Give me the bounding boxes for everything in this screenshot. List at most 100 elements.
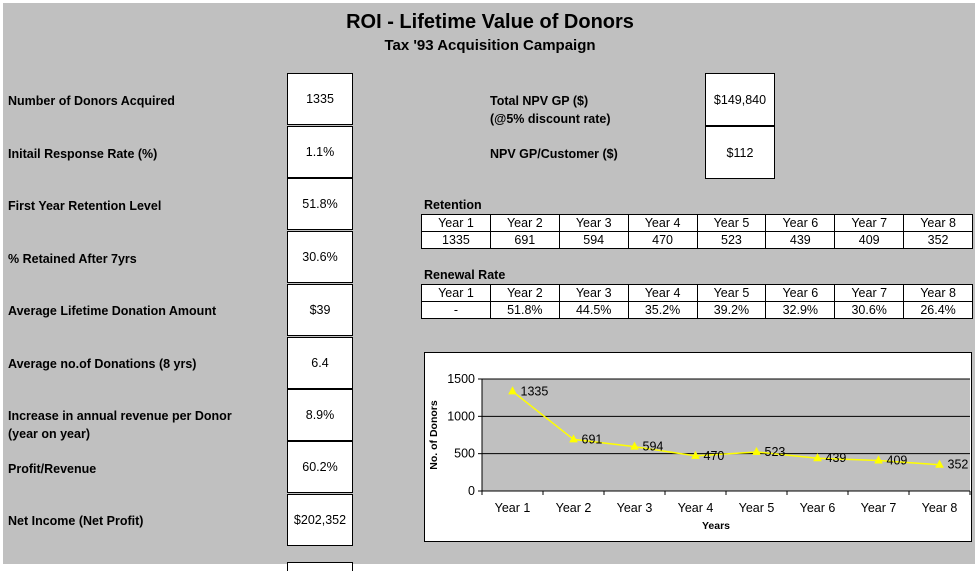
renewal-year-cell[interactable]: Year 8 <box>903 284 973 302</box>
metric-label-revenue-increase-line1: Increase in annual revenue per Donor <box>8 409 232 423</box>
npv-per-customer-value[interactable]: $112 <box>705 126 775 179</box>
renewal-table: Year 1 Year 2 Year 3 Year 4 Year 5 Year … <box>421 284 973 319</box>
retention-value-cell[interactable]: 352 <box>903 231 973 249</box>
renewal-year-cell[interactable]: Year 1 <box>421 284 491 302</box>
page-title: ROI - Lifetime Value of Donors <box>346 11 634 33</box>
data-point <box>874 455 883 464</box>
data-point <box>935 459 944 468</box>
retention-value-cell[interactable]: 691 <box>489 231 560 249</box>
page-subtitle: Tax '93 Acquisition Campaign <box>384 37 596 54</box>
metric-box-partial <box>287 562 353 571</box>
metric-label-response-rate: Initail Response Rate (%) <box>8 147 158 161</box>
metric-value-net-income[interactable]: $202,352 <box>287 494 353 546</box>
renewal-value-cell[interactable]: 44.5% <box>558 301 629 319</box>
metric-value-retained-7yrs[interactable]: 30.6% <box>287 231 353 283</box>
retention-year-cell[interactable]: Year 4 <box>627 214 698 232</box>
renewal-value-cell[interactable]: 51.8% <box>489 301 560 319</box>
renewal-value-cell[interactable]: 30.6% <box>834 301 905 319</box>
x-axis-title: Years <box>702 520 730 532</box>
npv-total-label: Total NPV GP ($) (@5% discount rate) <box>490 92 611 128</box>
metric-label-retained-7yrs: % Retained After 7yrs <box>8 252 137 266</box>
retention-header-row: Year 1 Year 2 Year 3 Year 4 Year 5 Year … <box>421 214 973 232</box>
renewal-year-cell[interactable]: Year 4 <box>627 284 698 302</box>
data-point <box>630 441 639 450</box>
renewal-value-row: - 51.8% 44.5% 35.2% 39.2% 32.9% 30.6% 26… <box>421 301 973 319</box>
renewal-year-cell[interactable]: Year 5 <box>696 284 767 302</box>
metric-value-response-rate[interactable]: 1.1% <box>287 126 353 178</box>
renewal-header-row: Year 1 Year 2 Year 3 Year 4 Year 5 Year … <box>421 284 973 302</box>
retention-title: Retention <box>424 198 482 212</box>
x-tick-label: Year 1 <box>495 501 531 515</box>
y-tick-label: 1500 <box>447 372 475 386</box>
data-label: 594 <box>643 440 664 454</box>
npv-total-label-line2: (@5% discount rate) <box>490 112 611 126</box>
data-point <box>813 453 822 462</box>
x-tick-label: Year 7 <box>861 501 897 515</box>
donors-chart-svg: 0 500 1000 1500 Year 1 Year 2 Year 3 Year 4 Year… <box>428 372 971 532</box>
retention-value-cell[interactable]: 523 <box>696 231 767 249</box>
renewal-year-cell[interactable]: Year 6 <box>765 284 836 302</box>
donors-chart[interactable]: 0 500 1000 1500 Year 1 Year 2 Year 3 Year 4 Year… <box>424 352 972 542</box>
series-line <box>512 390 940 466</box>
retention-table: Year 1 Year 2 Year 3 Year 4 Year 5 Year … <box>421 214 973 249</box>
renewal-year-cell[interactable]: Year 2 <box>489 284 560 302</box>
renewal-value-cell[interactable]: 32.9% <box>765 301 836 319</box>
renewal-title: Renewal Rate <box>424 268 506 282</box>
metric-label-donors-acquired: Number of Donors Acquired <box>8 94 175 108</box>
metric-value-donors-acquired[interactable]: 1335 <box>287 73 353 125</box>
retention-value-cell[interactable]: 594 <box>558 231 629 249</box>
retention-value-cell[interactable]: 439 <box>765 231 836 249</box>
retention-year-cell[interactable]: Year 7 <box>834 214 905 232</box>
data-label: 439 <box>826 451 847 465</box>
x-tick-label: Year 6 <box>800 501 836 515</box>
x-tick-label: Year 8 <box>922 501 958 515</box>
renewal-value-cell[interactable]: - <box>421 301 491 319</box>
data-point <box>752 446 761 455</box>
data-label: 523 <box>765 445 786 459</box>
metric-label-avg-donations: Average no.of Donations (8 yrs) <box>8 357 197 371</box>
metric-value-profit-revenue[interactable]: 60.2% <box>287 441 353 493</box>
retention-year-cell[interactable]: Year 6 <box>765 214 836 232</box>
data-label: 1335 <box>521 384 549 398</box>
metric-label-revenue-increase-line2: (year on year) <box>8 427 90 441</box>
data-label: 352 <box>948 458 969 472</box>
retention-year-cell[interactable]: Year 3 <box>558 214 629 232</box>
data-label: 409 <box>887 453 908 467</box>
renewal-value-cell[interactable]: 35.2% <box>627 301 698 319</box>
retention-value-cell[interactable]: 409 <box>834 231 905 249</box>
retention-year-cell[interactable]: Year 2 <box>489 214 560 232</box>
retention-value-row: 1335 691 594 470 523 439 409 352 <box>421 231 973 249</box>
y-axis-title: No. of Donors <box>428 400 440 470</box>
renewal-value-cell[interactable]: 26.4% <box>903 301 973 319</box>
metric-value-avg-donations[interactable]: 6.4 <box>287 337 353 389</box>
x-tick-label: Year 3 <box>617 501 653 515</box>
metric-value-first-year-retention[interactable]: 51.8% <box>287 178 353 230</box>
x-tick-label: Year 2 <box>556 501 592 515</box>
metric-label-profit-revenue: Profit/Revenue <box>8 462 97 476</box>
retention-year-cell[interactable]: Year 8 <box>903 214 973 232</box>
metric-label-avg-lifetime-donation: Average Lifetime Donation Amount <box>8 304 217 318</box>
renewal-year-cell[interactable]: Year 3 <box>558 284 629 302</box>
renewal-year-cell[interactable]: Year 7 <box>834 284 905 302</box>
y-tick-label: 1000 <box>447 409 475 423</box>
retention-value-cell[interactable]: 470 <box>627 231 698 249</box>
metric-value-avg-lifetime-donation[interactable]: $39 <box>287 284 353 336</box>
npv-total-label-line1: Total NPV GP ($) <box>490 94 589 108</box>
metric-label-first-year-retention: First Year Retention Level <box>8 199 162 213</box>
data-point <box>691 450 700 459</box>
renewal-value-cell[interactable]: 39.2% <box>696 301 767 319</box>
x-tick-label: Year 5 <box>739 501 775 515</box>
y-tick-label: 0 <box>468 484 475 498</box>
data-point <box>569 434 578 443</box>
metric-value-revenue-increase[interactable]: 8.9% <box>287 389 353 441</box>
metric-label-revenue-increase: Increase in annual revenue per Donor (ye… <box>8 407 278 443</box>
data-label: 470 <box>704 449 725 463</box>
data-label: 691 <box>582 432 603 446</box>
retention-value-cell[interactable]: 1335 <box>421 231 491 249</box>
npv-total-value[interactable]: $149,840 <box>705 73 775 126</box>
plot-area <box>482 379 970 491</box>
retention-year-cell[interactable]: Year 5 <box>696 214 767 232</box>
metric-label-net-income: Net Income (Net Profit) <box>8 514 144 528</box>
y-tick-label: 500 <box>454 447 475 461</box>
retention-year-cell[interactable]: Year 1 <box>421 214 491 232</box>
